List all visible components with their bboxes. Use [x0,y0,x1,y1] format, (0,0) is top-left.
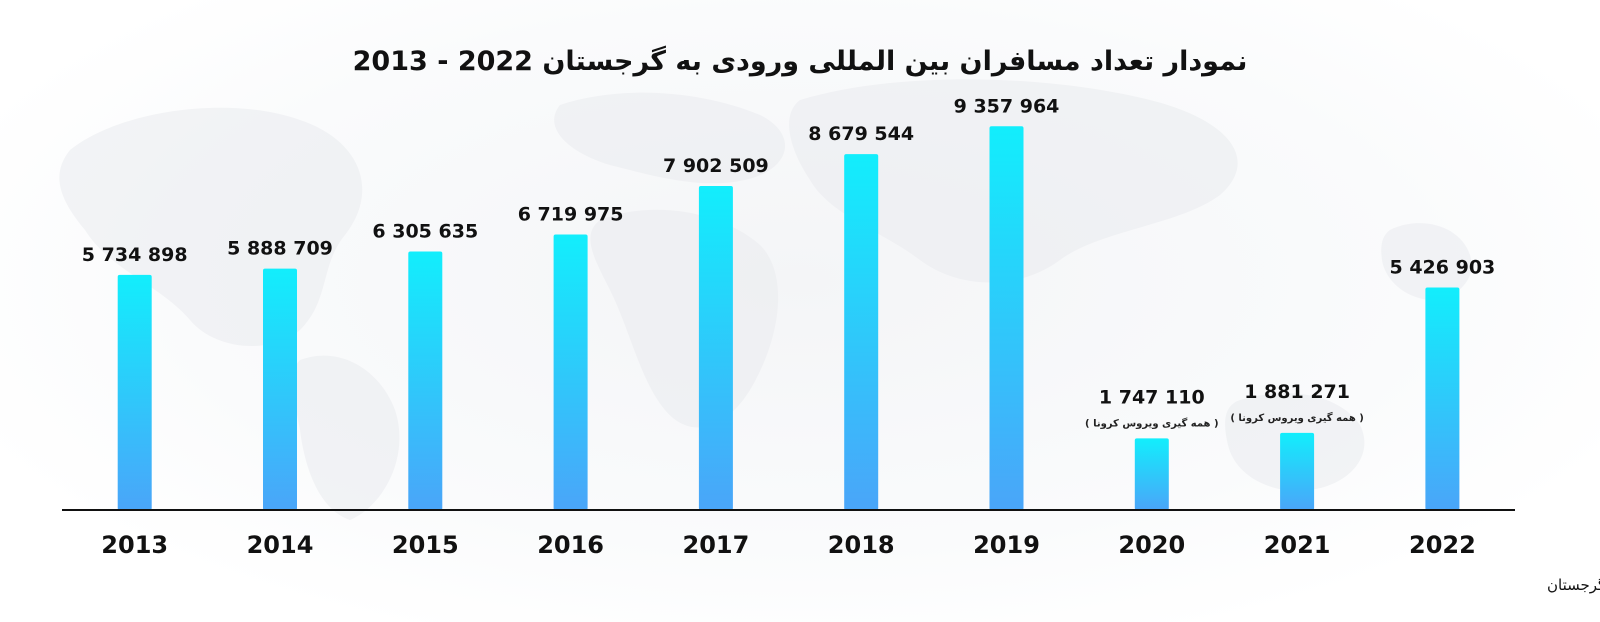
chart-title: نمودار تعداد مسافران بین المللی ورودی به… [353,45,1248,77]
note-label-2021: ( همه گیری ویروس کرونا ) [1230,411,1364,424]
bar-2018 [844,154,879,510]
x-tick-2020: 2020 [1118,531,1185,559]
bar-2014 [263,268,297,510]
x-tick-2022: 2022 [1409,531,1476,559]
note-label-2020: ( همه گیری ویروس کرونا ) [1085,416,1219,429]
x-tick-2018: 2018 [828,531,895,559]
bar-2016 [553,234,588,510]
labels-layer: 5 734 898 2013 5 888 709 2014 6 305 635 2015 6… [82,95,1495,559]
value-label-2017: 7 902 509 [663,155,769,177]
x-tick-2017: 2017 [683,531,750,559]
value-label-2013: 5 734 898 [82,244,188,266]
bar-2017 [698,186,733,510]
value-label-2020: 1 747 110 [1099,386,1205,408]
bar-2020 [1134,438,1169,510]
bar-2021 [1280,432,1315,510]
value-label-2018: 8 679 544 [808,123,914,145]
value-label-2016: 6 719 975 [518,204,624,226]
x-tick-2019: 2019 [973,531,1040,559]
x-tick-2016: 2016 [537,531,604,559]
value-label-2019: 9 357 964 [954,95,1060,117]
value-label-2021: 1 881 271 [1244,381,1350,403]
x-tick-2021: 2021 [1264,531,1331,559]
x-tick-2015: 2015 [392,531,459,559]
bar-2019 [989,126,1024,511]
source-text: منبع : وزارت امور داخلی گرجستان [1547,576,1600,594]
value-label-2015: 6 305 635 [372,221,478,243]
bar-2015 [408,251,443,510]
x-tick-2014: 2014 [247,531,314,559]
bars-layer [117,126,1460,511]
bar-2022 [1425,287,1460,510]
value-label-2014: 5 888 709 [227,238,333,260]
value-label-2022: 5 426 903 [1390,257,1496,279]
x-tick-2013: 2013 [101,531,168,559]
bar-2013 [117,274,152,510]
